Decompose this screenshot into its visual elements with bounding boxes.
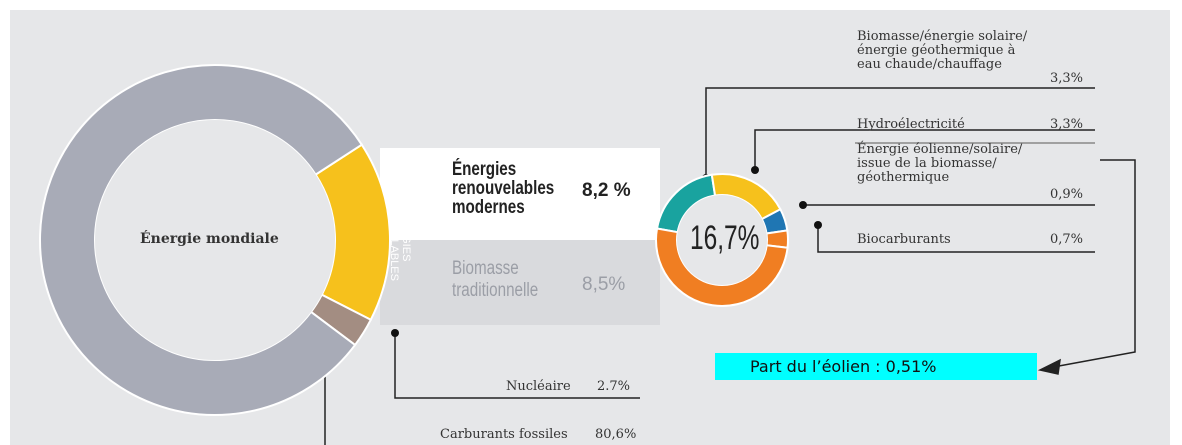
legend-value: 3,3% bbox=[1050, 71, 1084, 86]
category-label: Nucléaire bbox=[506, 379, 571, 394]
center-label: Énergie mondiale bbox=[140, 231, 279, 247]
center-value: 16,7% bbox=[690, 219, 760, 257]
legend-label: Hydroélectricité bbox=[857, 117, 965, 132]
segment-label: ÉNERGIES RENOUVELABLES bbox=[388, 185, 412, 281]
group-value: 8,2 % bbox=[582, 180, 631, 201]
legend-label: Biomasse/énergie solaire/ énergie géothe… bbox=[857, 29, 1028, 72]
legend-label: Biocarburants bbox=[857, 232, 951, 247]
legend-label: Énergie éolienne/solaire/ issue de la bi… bbox=[857, 142, 1023, 185]
modern-band bbox=[380, 148, 660, 240]
donut-hole bbox=[677, 195, 767, 285]
group-label: Énergies renouvelables modernes bbox=[452, 159, 555, 218]
traditional-band bbox=[380, 240, 660, 325]
group-label: Biomasse traditionnelle bbox=[452, 258, 539, 301]
legend-value: 0,7% bbox=[1050, 232, 1084, 247]
legend-value: 0,9% bbox=[1050, 187, 1084, 202]
group-value: 8,5% bbox=[582, 274, 626, 295]
donut-hole bbox=[95, 120, 335, 360]
legend-value: 3,3% bbox=[1050, 117, 1084, 132]
value-label: 80,6% bbox=[595, 427, 637, 442]
annotation: Part du l’éolien : 0,51% bbox=[750, 357, 937, 376]
value-label: 2.7% bbox=[597, 379, 631, 394]
leader-lines bbox=[324, 87, 1136, 445]
annotation-box bbox=[715, 353, 1037, 380]
category-label: Carburants fossiles bbox=[440, 427, 568, 442]
